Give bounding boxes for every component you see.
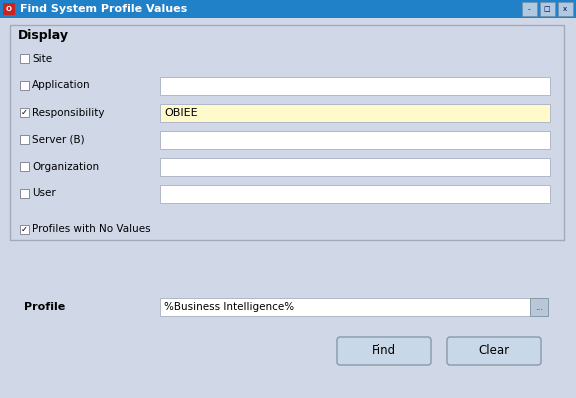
Text: Organization: Organization <box>32 162 99 172</box>
Bar <box>160 298 530 316</box>
Bar <box>530 298 548 316</box>
Text: ✓: ✓ <box>21 224 28 234</box>
Text: Find: Find <box>372 345 396 357</box>
Bar <box>20 224 29 234</box>
Bar <box>20 108 29 117</box>
Text: User: User <box>32 189 56 199</box>
Text: Responsibility: Responsibility <box>32 107 104 117</box>
Bar <box>522 2 537 16</box>
Text: □: □ <box>544 6 550 12</box>
Bar <box>160 131 550 148</box>
Text: Site: Site <box>32 53 52 64</box>
Text: -: - <box>528 6 530 12</box>
Text: Clear: Clear <box>479 345 510 357</box>
Text: Display: Display <box>18 29 69 41</box>
Bar <box>20 135 29 144</box>
Bar <box>160 103 550 121</box>
Text: ...: ... <box>535 302 543 312</box>
Bar <box>558 2 573 16</box>
Bar <box>160 185 550 203</box>
Text: ✓: ✓ <box>21 108 28 117</box>
Bar <box>540 2 555 16</box>
Bar <box>160 76 550 94</box>
Bar <box>20 81 29 90</box>
Text: OBIEE: OBIEE <box>164 107 198 117</box>
Text: Profiles with No Values: Profiles with No Values <box>32 224 151 234</box>
Text: Profile: Profile <box>24 302 65 312</box>
Bar <box>0 0 576 18</box>
Bar <box>20 54 29 63</box>
FancyBboxPatch shape <box>337 337 431 365</box>
FancyBboxPatch shape <box>447 337 541 365</box>
Bar <box>3 3 15 15</box>
Text: Application: Application <box>32 80 90 90</box>
Text: %Business Intelligence%: %Business Intelligence% <box>164 302 294 312</box>
Bar <box>10 25 564 240</box>
Text: Find System Profile Values: Find System Profile Values <box>20 4 187 14</box>
Bar <box>20 189 29 198</box>
Bar <box>160 158 550 176</box>
Text: O: O <box>6 6 12 12</box>
Bar <box>20 162 29 171</box>
Text: x: x <box>563 6 567 12</box>
Text: Server (B): Server (B) <box>32 135 85 144</box>
